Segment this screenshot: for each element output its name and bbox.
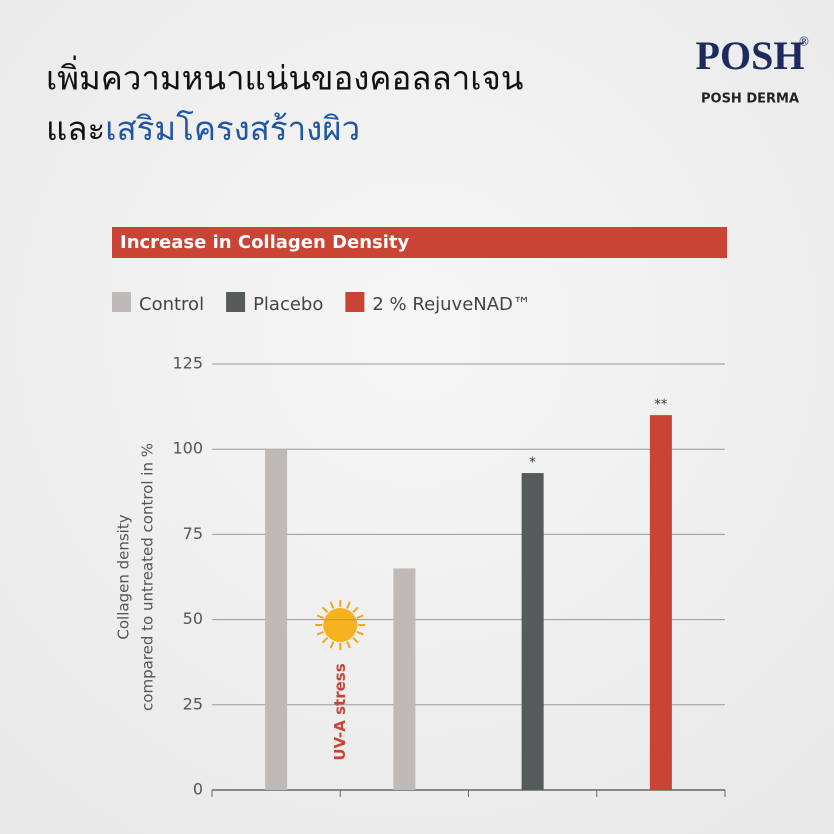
y-tick-label: 50 bbox=[183, 609, 203, 628]
logo-mark: ® bbox=[798, 35, 810, 49]
bar bbox=[393, 568, 416, 790]
headline-part: และ bbox=[46, 109, 105, 148]
legend-label: Control bbox=[139, 294, 204, 315]
logo: POSH bbox=[696, 33, 805, 78]
legend-swatch bbox=[112, 292, 131, 312]
legend-swatch bbox=[226, 292, 246, 312]
y-axis-label: compared to untreated control in % bbox=[139, 443, 157, 711]
sun-ray bbox=[352, 637, 359, 644]
y-tick-label: 75 bbox=[183, 524, 203, 543]
brand-name: POSH DERMA bbox=[701, 92, 799, 107]
headline-part: เสริมโครงสร้างผิว bbox=[105, 109, 360, 148]
y-tick-label: 25 bbox=[183, 694, 203, 713]
y-axis-label: Collagen density bbox=[115, 514, 133, 639]
annotation: UV-A stress bbox=[331, 663, 349, 760]
sun-ray bbox=[356, 614, 364, 620]
sun-ray bbox=[316, 630, 325, 636]
sun-ray bbox=[329, 641, 335, 649]
sun-icon bbox=[315, 600, 366, 650]
sun-ray bbox=[321, 637, 329, 644]
sun-ray bbox=[352, 606, 359, 613]
title-band bbox=[112, 227, 727, 258]
sun-ray bbox=[316, 614, 325, 620]
y-tick-label: 100 bbox=[172, 439, 203, 458]
sun-ray bbox=[346, 641, 351, 649]
sun-ray bbox=[346, 601, 351, 609]
significance-marker: ** bbox=[654, 398, 668, 413]
bar bbox=[265, 449, 288, 790]
sun-ray bbox=[321, 606, 329, 613]
sun-ray bbox=[329, 601, 335, 609]
sun-disc bbox=[323, 608, 358, 642]
legend-swatch bbox=[345, 292, 365, 312]
y-tick-label: 125 bbox=[172, 354, 203, 373]
chart-title: Increase in Collagen Density bbox=[120, 232, 410, 253]
sun-ray bbox=[356, 630, 364, 636]
y-tick-label: 0 bbox=[193, 780, 203, 799]
headline: เพิ่มความหนาแน่นของคอลลาเจน bbox=[46, 56, 523, 98]
significance-marker: * bbox=[529, 456, 536, 471]
bar bbox=[649, 415, 672, 790]
headline: และเสริมโครงสร้างผิว bbox=[46, 109, 360, 148]
legend-label: 2 % RejuveNAD™ bbox=[372, 294, 531, 315]
legend-label: Placebo bbox=[253, 294, 323, 315]
bar bbox=[521, 473, 544, 790]
